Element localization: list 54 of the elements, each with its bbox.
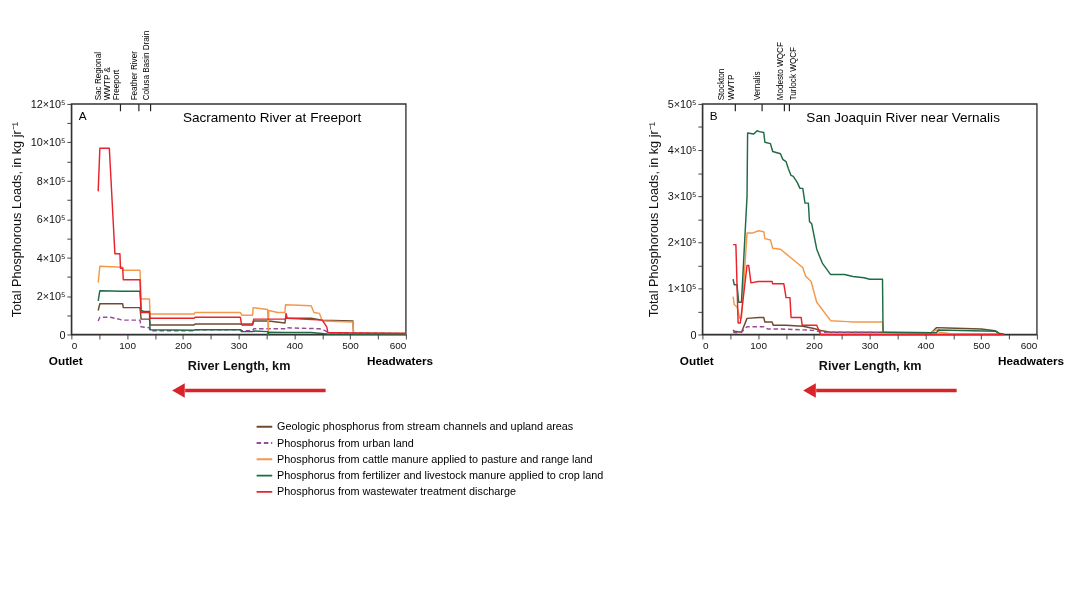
y-axis-title: Total Phosphorous Loads, in kg jr⁻¹ (9, 122, 24, 318)
x-tick-label: 100 (750, 340, 768, 352)
x-tick-label: 600 (389, 340, 407, 352)
x-tick-label: 400 (286, 340, 304, 352)
text: Headwaters (998, 354, 1065, 368)
y-tick-label: 1×10⁵ (667, 282, 697, 295)
y-tick-label: 10×10⁵ (30, 136, 66, 149)
y-tick-label: 0 (59, 328, 66, 341)
y-tick-label: 12×10⁵ (30, 98, 66, 111)
chart-title: San Joaquin River near Vernalis (806, 110, 1001, 126)
x-tick-label: 200 (175, 340, 193, 352)
x-tick-label: 400 (917, 340, 935, 352)
y-tick-label: 2×10⁵ (667, 236, 697, 249)
line-series (97, 289, 407, 336)
x-tick-label: 500 (342, 340, 360, 352)
y-tick-label: 0 (690, 328, 697, 341)
annotation: B (709, 109, 718, 123)
legend-label: Phosphorus from wastewater treatment discharge (277, 485, 517, 498)
y-tick-label: 2×10⁵ (36, 290, 66, 303)
ref-line-label: Sac Regional WWTP & Freeport (93, 51, 121, 101)
ref-line-label: Colusa Basin Drain (141, 30, 151, 101)
ref-line-label: Turlock WQCF (788, 46, 798, 101)
legend-label: Phosphorus from urban land (277, 436, 414, 449)
x-tick-label: 600 (1020, 340, 1038, 352)
y-tick-label: 6×10⁵ (36, 213, 66, 226)
text: Sacramento River at Freeport (182, 110, 362, 126)
y-axis-title: Total Phosphorous Loads, in kg jr⁻¹ (646, 122, 661, 318)
legend-label: Geologic phosphorus from stream channels and upland areas (277, 420, 574, 433)
y-tick-label: 3×10⁵ (667, 190, 697, 203)
x-tick-label: 100 (119, 340, 137, 352)
line-series (97, 147, 407, 335)
x-tick-label: 0 (702, 340, 709, 352)
y-tick-label: 4×10⁵ (667, 144, 697, 157)
ref-line-label: Modesto WQCF (775, 42, 785, 101)
text: Headwaters (367, 354, 434, 368)
y-tick-label: 8×10⁵ (36, 174, 66, 187)
text: Outlet (48, 354, 83, 368)
x-tick-label: 300 (861, 340, 879, 352)
x-axis-title: River Length, km (187, 359, 291, 374)
ref-line-label: Stockton WWTP (717, 68, 736, 101)
annotation: A (78, 109, 87, 123)
line-series (732, 130, 1005, 335)
legend-label: Phosphorus from cattle manure applied to pasture and range land (277, 452, 593, 465)
y-tick-label: 5×10⁵ (667, 98, 697, 111)
x-tick-label: 0 (71, 340, 78, 352)
x-tick-label: 300 (230, 340, 248, 352)
x-tick-label: 200 (806, 340, 824, 352)
ref-line-label: Feather River (130, 50, 140, 101)
legend-label: Phosphorus from fertilizer and livestock manure applied to crop land (277, 469, 604, 482)
x-axis-title: River Length, km (818, 359, 922, 374)
text: Outlet (679, 354, 714, 368)
y-tick-label: 4×10⁵ (36, 251, 66, 264)
x-tick-label: 500 (973, 340, 991, 352)
ref-line-label: Vernalis (753, 71, 763, 101)
